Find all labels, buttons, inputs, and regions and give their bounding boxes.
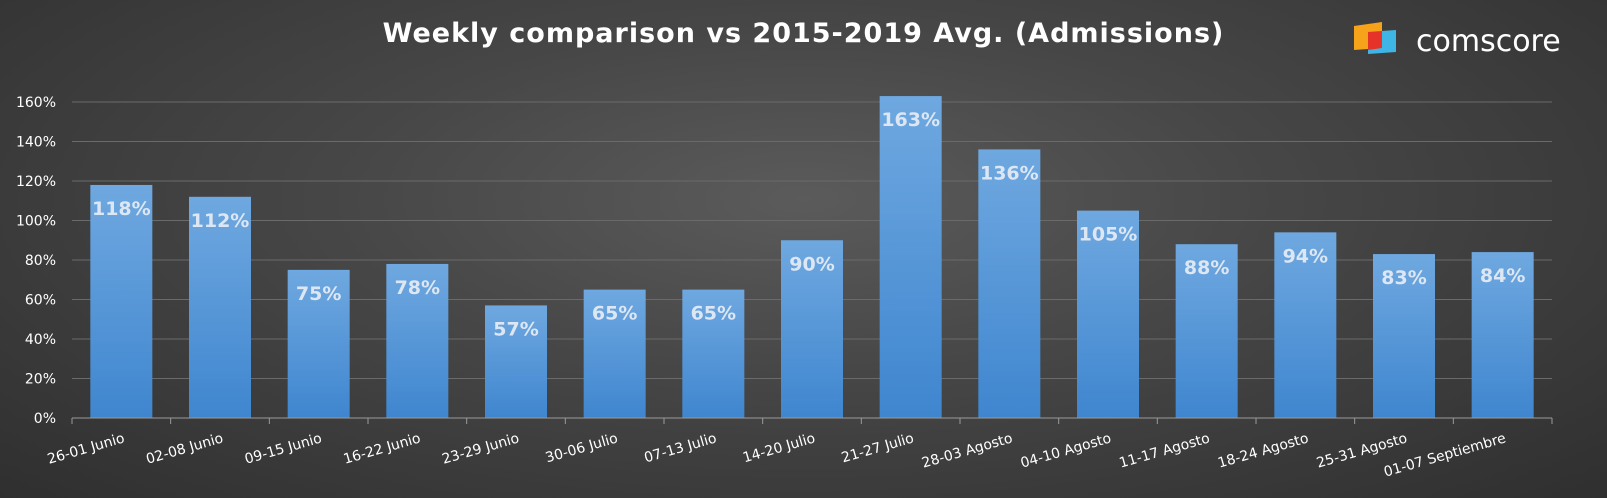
y-axis-ticks: 0% 20% 40% 60% 80% 100% 120% 140% 160% — [16, 95, 56, 427]
y-tick-label: 160% — [16, 95, 56, 111]
category-label: 04-10 Agosto — [1019, 430, 1113, 471]
data-label: 136% — [980, 162, 1039, 184]
category-label: 02-08 Junio — [144, 430, 225, 467]
data-labels: 118% 112% 75% 78% 57% 65% 65% 90% 163% 136% 105% 88… — [92, 109, 1525, 340]
data-label: 163% — [881, 109, 940, 131]
brand-name: comscore — [1416, 24, 1561, 59]
bar — [978, 149, 1041, 418]
data-label: 57% — [493, 318, 538, 340]
category-label: 26-01 Junio — [46, 430, 127, 467]
bar — [90, 184, 153, 418]
bar — [583, 289, 646, 418]
category-label: 11-17 Agosto — [1117, 430, 1211, 471]
bar — [879, 96, 942, 418]
data-label: 112% — [191, 210, 250, 232]
data-label: 94% — [1283, 245, 1328, 267]
category-labels: 26-01 Junio 02-08 Junio 09-15 Junio 16-22 J… — [46, 430, 1508, 480]
data-label: 65% — [592, 303, 637, 325]
bar — [682, 289, 745, 418]
bar — [1373, 254, 1435, 418]
y-tick-label: 0% — [34, 411, 56, 427]
category-label: 30-06 Julio — [544, 430, 620, 466]
data-label: 88% — [1184, 257, 1229, 279]
bars — [90, 96, 1534, 418]
y-tick-label: 100% — [16, 214, 56, 230]
data-label: 84% — [1480, 265, 1525, 287]
y-tick-label: 60% — [25, 293, 56, 309]
bar — [1274, 232, 1337, 418]
data-label: 118% — [92, 198, 151, 220]
category-label: 21-27 Julio — [840, 430, 916, 466]
category-label: 16-22 Junio — [342, 430, 423, 467]
data-label: 105% — [1079, 224, 1138, 246]
data-label: 90% — [789, 253, 834, 275]
category-label: 18-24 Agosto — [1216, 430, 1310, 471]
category-label: 23-29 Junio — [440, 430, 521, 467]
y-tick-label: 20% — [25, 372, 56, 388]
y-tick-label: 140% — [16, 135, 56, 151]
comscore-logo-icon — [1354, 22, 1396, 54]
bar — [485, 305, 547, 418]
category-label: 07-13 Julio — [642, 430, 718, 466]
bar — [1175, 244, 1238, 418]
category-label: 09-15 Junio — [243, 430, 324, 467]
bar — [189, 196, 251, 418]
bar — [1077, 210, 1139, 418]
bar — [287, 269, 350, 418]
x-axis — [71, 417, 1553, 424]
category-label: 14-20 Julio — [741, 430, 817, 466]
y-tick-label: 80% — [25, 253, 56, 269]
data-label: 65% — [691, 303, 736, 325]
data-label: 83% — [1381, 267, 1426, 289]
y-tick-label: 40% — [25, 332, 56, 348]
chart-title: Weekly comparison vs 2015-2019 Avg. (Adm… — [382, 18, 1225, 49]
category-label: 28-03 Agosto — [920, 430, 1014, 471]
y-tick-label: 120% — [16, 174, 56, 190]
brand: comscore — [1352, 22, 1592, 62]
bar — [1471, 252, 1534, 418]
data-label: 78% — [395, 277, 440, 299]
bar — [781, 240, 843, 418]
bar — [386, 263, 449, 418]
data-label: 75% — [296, 283, 341, 305]
